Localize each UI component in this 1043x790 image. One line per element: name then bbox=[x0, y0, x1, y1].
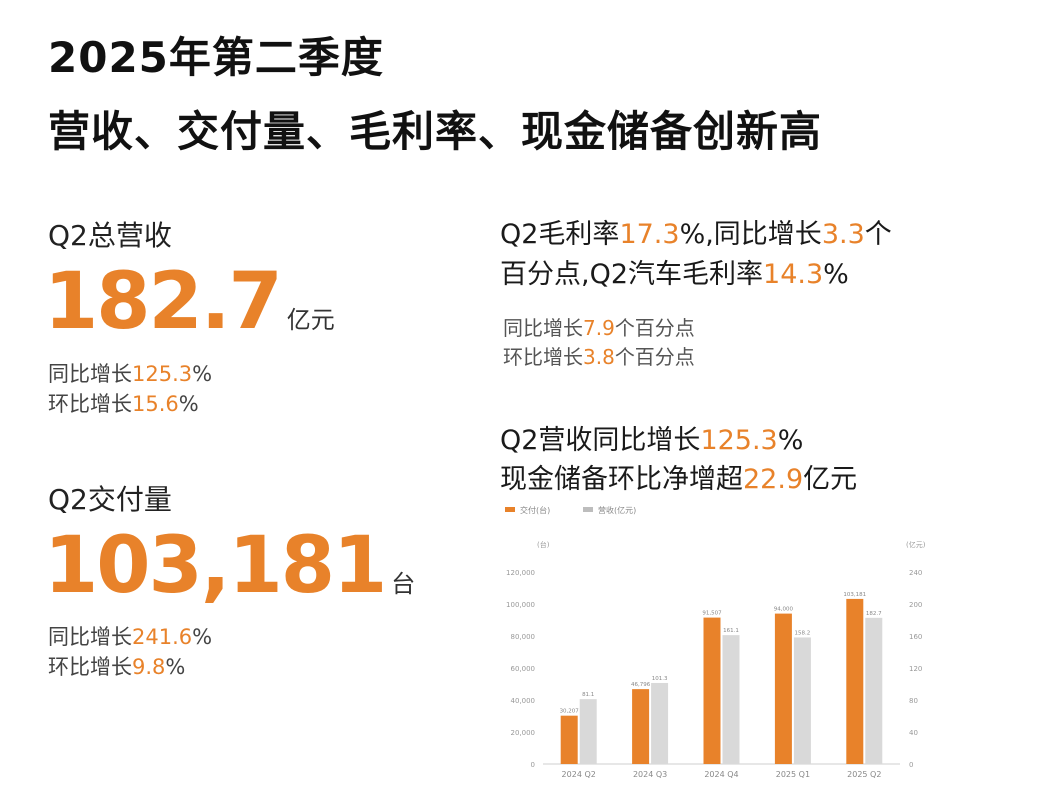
revenue-yoy-value: 125.3 bbox=[132, 362, 193, 386]
deliveries-qoq-value: 9.8 bbox=[132, 655, 166, 679]
revenue-yoy: 同比增长125.3% bbox=[48, 359, 212, 389]
data-label-deliveries: 91,507 bbox=[702, 611, 722, 617]
data-label-revenue: 158.2 bbox=[795, 630, 811, 636]
y-left-tick-label: 120,000 bbox=[506, 569, 535, 577]
deliveries-yoy-prefix: 同比增长 bbox=[48, 625, 132, 649]
bar-revenue bbox=[651, 682, 669, 764]
growth-l2b: 22.9 bbox=[743, 464, 804, 495]
y-left-tick-label: 80,000 bbox=[511, 633, 536, 641]
deliveries-unit: 台 bbox=[391, 570, 416, 598]
growth-l1a: Q2营收同比增长 bbox=[500, 425, 701, 456]
revenue-qoq: 环比增长15.6% bbox=[48, 389, 199, 419]
deliveries-qoq-suffix: % bbox=[165, 655, 186, 679]
deliveries-value-row: 103,181 台 bbox=[44, 526, 415, 606]
growth-headline-line2: 现金储备环比净增超22.9亿元 bbox=[500, 461, 857, 499]
revenue-value-row: 182.7 亿元 bbox=[44, 262, 335, 342]
deliveries-qoq-prefix: 环比增长 bbox=[48, 655, 132, 679]
data-label-revenue: 182.7 bbox=[866, 611, 882, 617]
data-label-deliveries: 103,181 bbox=[843, 592, 866, 598]
margin-l2c: % bbox=[823, 259, 849, 290]
margin-l2b: 14.3 bbox=[763, 259, 824, 290]
revenue-qoq-prefix: 环比增长 bbox=[48, 392, 132, 416]
y-right-tick-label: 40 bbox=[909, 729, 918, 737]
bar-deliveries bbox=[560, 715, 578, 764]
y-right-tick-label: 200 bbox=[909, 601, 922, 609]
page-title-line2: 营收、交付量、毛利率、现金储备创新高 bbox=[48, 107, 823, 156]
data-label-revenue: 161.1 bbox=[723, 628, 739, 634]
bar-deliveries bbox=[846, 598, 864, 764]
margin-s2a: 环比增长 bbox=[503, 345, 583, 369]
x-tick-label: 2025 Q1 bbox=[776, 770, 810, 779]
data-label-deliveries: 46,796 bbox=[631, 682, 651, 688]
bar-revenue bbox=[793, 637, 811, 764]
margin-l1e: 个 bbox=[864, 219, 892, 250]
x-tick-label: 2025 Q2 bbox=[847, 770, 881, 779]
bar-revenue bbox=[722, 635, 740, 764]
y-left-tick-label: 60,000 bbox=[511, 665, 536, 673]
revenue-label: Q2总营收 bbox=[48, 219, 172, 252]
data-label-revenue: 101.3 bbox=[652, 676, 668, 682]
bar-revenue bbox=[865, 617, 883, 764]
bar-deliveries bbox=[703, 617, 721, 764]
legend-swatch-deliveries bbox=[505, 507, 515, 512]
margin-sub-line1: 同比增长7.9个百分点 bbox=[503, 313, 695, 343]
data-label-deliveries: 94,000 bbox=[774, 607, 794, 613]
page-title-line1: 2025年第二季度 bbox=[48, 33, 384, 82]
deliveries-yoy-value: 241.6 bbox=[132, 625, 193, 649]
margin-l1c: %,同比增长 bbox=[679, 219, 822, 250]
x-tick-label: 2024 Q4 bbox=[704, 770, 738, 779]
y-right-tick-label: 240 bbox=[909, 569, 922, 577]
deliveries-revenue-bar-chart: 交付(台) 营收(亿元) (台) (亿元) 0 20,000 40,000 60,000 80,… bbox=[505, 505, 926, 779]
bar-deliveries bbox=[632, 689, 650, 764]
margin-l2a: 百分点,Q2汽车毛利率 bbox=[500, 259, 764, 290]
y-left-tick-label: 0 bbox=[531, 761, 535, 769]
data-label-deliveries: 30,207 bbox=[560, 709, 580, 715]
y-right-axis-label: (亿元) bbox=[906, 540, 926, 549]
deliveries-yoy-suffix: % bbox=[192, 625, 213, 649]
margin-headline-line2: 百分点,Q2汽车毛利率14.3% bbox=[500, 256, 849, 294]
x-tick-label: 2024 Q3 bbox=[633, 770, 667, 779]
legend-label-revenue: 营收(亿元) bbox=[598, 505, 636, 515]
margin-l1b: 17.3 bbox=[619, 219, 680, 250]
x-tick-label: 2024 Q2 bbox=[562, 770, 596, 779]
deliveries-value: 103,181 bbox=[44, 521, 387, 611]
growth-l2a: 现金储备环比净增超 bbox=[500, 464, 743, 495]
margin-s1c: 个百分点 bbox=[614, 316, 695, 340]
margin-headline-line1: Q2毛利率17.3%,同比增长3.3个 bbox=[500, 216, 892, 254]
margin-s1b: 7.9 bbox=[583, 316, 615, 340]
margin-s2b: 3.8 bbox=[583, 345, 615, 369]
revenue-yoy-prefix: 同比增长 bbox=[48, 362, 132, 386]
y-left-tick-label: 40,000 bbox=[511, 697, 536, 705]
growth-headline-line1: Q2营收同比增长125.3% bbox=[500, 422, 803, 460]
bar-revenue bbox=[579, 699, 597, 764]
y-left-axis-label: (台) bbox=[537, 540, 550, 549]
revenue-qoq-suffix: % bbox=[178, 392, 199, 416]
y-left-tick-label: 20,000 bbox=[511, 729, 536, 737]
bar-deliveries bbox=[774, 613, 792, 764]
margin-l1a: Q2毛利率 bbox=[500, 219, 620, 250]
margin-s1a: 同比增长 bbox=[503, 316, 583, 340]
data-label-revenue: 81.1 bbox=[582, 692, 594, 698]
legend-swatch-revenue bbox=[583, 507, 593, 512]
y-left-tick-label: 100,000 bbox=[506, 601, 535, 609]
revenue-value: 182.7 bbox=[44, 257, 283, 347]
revenue-unit: 亿元 bbox=[286, 306, 335, 334]
y-right-tick-label: 120 bbox=[909, 665, 922, 673]
y-right-tick-label: 160 bbox=[909, 633, 922, 641]
deliveries-yoy: 同比增长241.6% bbox=[48, 622, 212, 652]
y-right-tick-label: 80 bbox=[909, 697, 918, 705]
legend-label-deliveries: 交付(台) bbox=[520, 505, 550, 515]
deliveries-qoq: 环比增长9.8% bbox=[48, 652, 185, 682]
growth-l1b: 125.3 bbox=[700, 425, 778, 456]
revenue-yoy-suffix: % bbox=[192, 362, 213, 386]
margin-s2c: 个百分点 bbox=[614, 345, 695, 369]
y-right-tick-label: 0 bbox=[909, 761, 913, 769]
margin-l1d: 3.3 bbox=[821, 219, 865, 250]
growth-l1c: % bbox=[777, 425, 804, 456]
growth-l2c: 亿元 bbox=[803, 464, 858, 495]
margin-sub-line2: 环比增长3.8个百分点 bbox=[503, 342, 695, 372]
revenue-qoq-value: 15.6 bbox=[132, 392, 179, 416]
deliveries-label: Q2交付量 bbox=[48, 483, 172, 516]
